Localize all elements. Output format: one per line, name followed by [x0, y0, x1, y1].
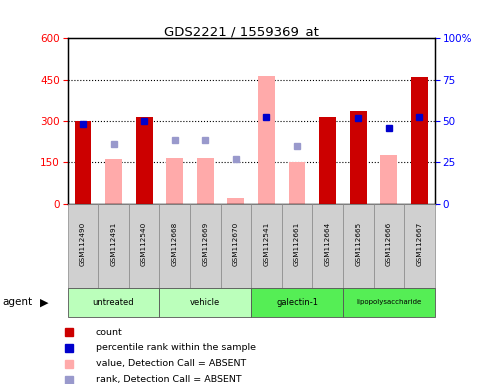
- Bar: [289, 162, 305, 204]
- Text: GSM112540: GSM112540: [141, 222, 147, 266]
- Bar: [319, 117, 336, 204]
- Text: GSM112491: GSM112491: [111, 222, 116, 266]
- Text: value, Detection Call = ABSENT: value, Detection Call = ABSENT: [96, 359, 246, 368]
- Bar: [129, 204, 159, 288]
- Bar: [227, 198, 244, 204]
- Bar: [68, 204, 98, 288]
- Text: untreated: untreated: [93, 298, 134, 307]
- Text: GSM112666: GSM112666: [386, 222, 392, 266]
- Text: GDS2221 / 1559369_at: GDS2221 / 1559369_at: [164, 25, 319, 38]
- Text: GSM112490: GSM112490: [80, 222, 86, 266]
- Text: vehicle: vehicle: [190, 298, 220, 307]
- Bar: [159, 288, 251, 317]
- Bar: [282, 204, 313, 288]
- Bar: [251, 204, 282, 288]
- Bar: [197, 158, 213, 204]
- Bar: [136, 117, 153, 204]
- Text: galectin-1: galectin-1: [276, 298, 318, 307]
- Bar: [98, 204, 129, 288]
- Text: agent: agent: [2, 297, 32, 308]
- Text: lipopolysaccharide: lipopolysaccharide: [356, 300, 422, 305]
- Bar: [381, 156, 397, 204]
- Text: count: count: [96, 328, 122, 336]
- Bar: [343, 204, 373, 288]
- Bar: [411, 77, 428, 204]
- Bar: [404, 204, 435, 288]
- Bar: [313, 204, 343, 288]
- Bar: [221, 204, 251, 288]
- Text: GSM112670: GSM112670: [233, 222, 239, 266]
- Text: GSM112667: GSM112667: [416, 222, 423, 266]
- Text: GSM112668: GSM112668: [171, 222, 178, 266]
- Text: GSM112664: GSM112664: [325, 222, 331, 266]
- Bar: [251, 288, 343, 317]
- Text: GSM112665: GSM112665: [355, 222, 361, 266]
- Bar: [350, 111, 367, 204]
- Text: GSM112669: GSM112669: [202, 222, 208, 266]
- Text: GSM112661: GSM112661: [294, 222, 300, 266]
- Bar: [74, 121, 91, 204]
- Text: ▶: ▶: [40, 297, 49, 308]
- Bar: [343, 288, 435, 317]
- Bar: [190, 204, 221, 288]
- Bar: [105, 159, 122, 204]
- Bar: [159, 204, 190, 288]
- Bar: [258, 76, 275, 204]
- Bar: [166, 158, 183, 204]
- Text: rank, Detection Call = ABSENT: rank, Detection Call = ABSENT: [96, 375, 242, 384]
- Text: GSM112541: GSM112541: [263, 222, 270, 266]
- Bar: [68, 288, 159, 317]
- Text: percentile rank within the sample: percentile rank within the sample: [96, 343, 256, 353]
- Bar: [373, 204, 404, 288]
